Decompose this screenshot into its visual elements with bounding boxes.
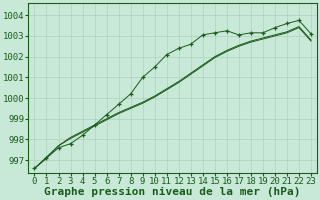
X-axis label: Graphe pression niveau de la mer (hPa): Graphe pression niveau de la mer (hPa) (44, 187, 301, 197)
